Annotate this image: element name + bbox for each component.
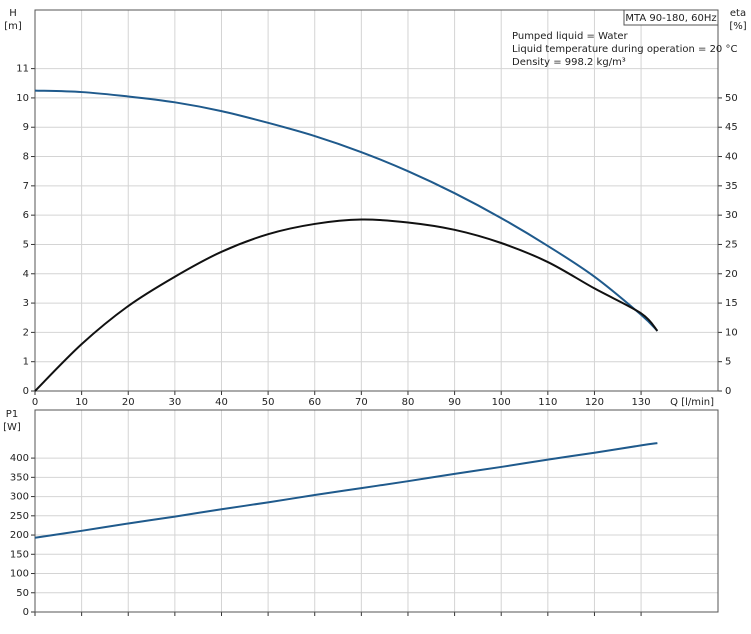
y-tick-label: 8 xyxy=(23,152,29,163)
y-tick-label: 6 xyxy=(23,210,29,221)
x-tick-label: 110 xyxy=(538,397,557,408)
y2-tick-label: 25 xyxy=(725,239,738,250)
y-tick-label: 7 xyxy=(23,181,29,192)
y-tick-label: 4 xyxy=(23,269,29,280)
x-tick-label: 90 xyxy=(448,397,461,408)
y-tick-label: 0 xyxy=(23,607,29,618)
y-tick-label: 11 xyxy=(16,64,29,75)
annotation: Density = 998.2 kg/m³ xyxy=(512,57,626,68)
annotation: Pumped liquid = Water xyxy=(512,31,629,42)
y-tick-label: 10 xyxy=(16,93,29,104)
y2-tick-label: 15 xyxy=(725,298,738,309)
y2-tick-label: 40 xyxy=(725,152,738,163)
x-tick-label: 0 xyxy=(32,397,38,408)
x-tick-label: 130 xyxy=(632,397,651,408)
plot-frame xyxy=(34,409,719,613)
y-tick-label: 2 xyxy=(23,327,29,338)
y2-tick-label: 20 xyxy=(725,269,738,280)
x-tick-label: 80 xyxy=(402,397,415,408)
y2-axis-unit: [%] xyxy=(729,21,746,32)
y-tick-label: 400 xyxy=(10,453,29,464)
legend-box xyxy=(623,9,719,26)
y-axis-unit: [W] xyxy=(3,422,21,433)
y-tick-label: 1 xyxy=(23,357,29,368)
y-tick-label: 200 xyxy=(10,530,29,541)
x-tick-label: 10 xyxy=(75,397,88,408)
y2-tick-label: 45 xyxy=(725,122,738,133)
legend-box-text: MTA 90-180, 60Hz xyxy=(625,13,716,24)
y-tick-label: 150 xyxy=(10,549,29,560)
plot-frame xyxy=(34,9,719,392)
y-tick-label: 0 xyxy=(23,386,29,397)
y2-axis-label: eta xyxy=(730,8,746,19)
y2-tick-label: 5 xyxy=(725,357,731,368)
y-tick-label: 300 xyxy=(10,492,29,503)
x-tick-label: 120 xyxy=(585,397,604,408)
y-tick-label: 9 xyxy=(23,122,29,133)
y-axis-label: H xyxy=(9,8,17,19)
curve xyxy=(34,442,658,539)
y2-tick-label: 35 xyxy=(725,181,738,192)
y-tick-label: 5 xyxy=(23,239,29,250)
y-axis-unit: [m] xyxy=(4,21,22,32)
y2-tick-label: 0 xyxy=(725,386,731,397)
curve xyxy=(34,89,659,332)
y-tick-label: 350 xyxy=(10,472,29,483)
x-tick-label: 100 xyxy=(492,397,511,408)
x-tick-label: 40 xyxy=(215,397,228,408)
y2-tick-label: 10 xyxy=(725,327,738,338)
annotation: Liquid temperature during operation = 20… xyxy=(512,44,737,55)
y-tick-label: 250 xyxy=(10,511,29,522)
curve xyxy=(34,218,659,392)
y-tick-label: 100 xyxy=(10,569,29,580)
x-tick-label: 60 xyxy=(308,397,321,408)
y-axis-label: P1 xyxy=(6,409,18,420)
y2-tick-label: 50 xyxy=(725,93,738,104)
x-tick-label: 50 xyxy=(262,397,275,408)
x-tick-label: 70 xyxy=(355,397,368,408)
x-axis-label: Q [l/min] xyxy=(670,397,714,408)
y2-tick-label: 30 xyxy=(725,210,738,221)
y-tick-label: 50 xyxy=(16,588,29,599)
y-tick-label: 3 xyxy=(23,298,29,309)
x-tick-label: 20 xyxy=(122,397,135,408)
x-tick-label: 30 xyxy=(168,397,181,408)
